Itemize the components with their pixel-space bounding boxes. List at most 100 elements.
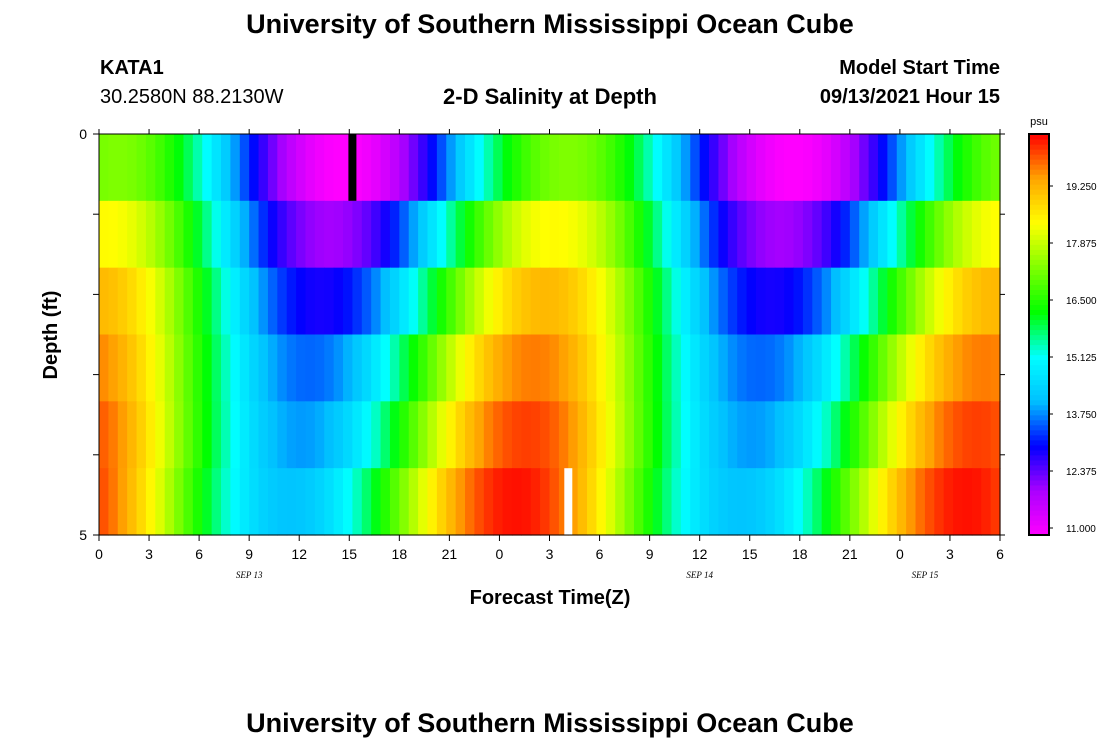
heatmap-cell: [436, 267, 447, 336]
heatmap-cell: [258, 267, 269, 336]
heatmap-cell: [155, 401, 166, 469]
heatmap-cell: [596, 468, 607, 536]
heatmap-cell: [652, 468, 663, 536]
heatmap-cell: [896, 401, 907, 469]
heatmap-cell: [596, 267, 607, 336]
heatmap-cell: [474, 334, 485, 402]
heatmap-cell: [296, 134, 307, 202]
heatmap-cell: [568, 468, 579, 536]
heatmap-cell: [718, 468, 729, 536]
heatmap-cell: [680, 134, 691, 202]
heatmap-cell: [765, 134, 776, 202]
heatmap-cell: [371, 401, 382, 469]
heatmap-cell: [521, 267, 532, 336]
heatmap-cell: [183, 200, 194, 269]
heatmap-cell: [343, 134, 354, 202]
heatmap-cell: [746, 468, 757, 536]
heatmap-cell: [587, 334, 598, 402]
colorbar-swatch: [1029, 464, 1049, 471]
heatmap-cell: [690, 134, 701, 202]
heatmap-cell: [380, 134, 391, 202]
heatmap-cell: [446, 134, 457, 202]
heatmap-cell: [117, 200, 128, 269]
heatmap-cell: [502, 468, 513, 536]
heatmap-cell: [239, 267, 250, 336]
heatmap-cell: [286, 401, 297, 469]
colorbar-swatch: [1029, 289, 1049, 295]
heatmap-cell: [549, 134, 560, 202]
heatmap-cell: [408, 468, 419, 536]
heatmap-cell: [277, 468, 288, 536]
x-tick-label: 18: [392, 546, 408, 562]
heatmap-cell: [549, 200, 560, 269]
heatmap-cell: [333, 468, 344, 536]
heatmap-cell: [821, 401, 832, 469]
x-tick-label: 18: [792, 546, 808, 562]
colorbar-swatch: [1029, 274, 1049, 280]
heatmap-cell: [709, 267, 720, 336]
heatmap-cell: [136, 200, 147, 269]
heatmap-cell: [568, 134, 579, 202]
heatmap-cell: [662, 401, 673, 469]
heatmap-cell: [896, 334, 907, 402]
heatmap-cell: [277, 334, 288, 402]
station-id: KATA1: [100, 57, 164, 79]
heatmap-cell: [399, 334, 410, 402]
colorbar-swatch: [1029, 144, 1049, 150]
heatmap-cell: [690, 200, 701, 269]
heatmap-cells: [99, 134, 1001, 536]
colorbar-swatch: [1029, 449, 1049, 456]
heatmap-cell: [436, 134, 447, 202]
heatmap-cell: [737, 200, 748, 269]
heatmap-cell: [211, 134, 222, 202]
heatmap-cell: [192, 468, 203, 536]
heatmap-cell: [718, 267, 729, 336]
heatmap-cell: [643, 200, 654, 269]
heatmap-cell: [324, 267, 335, 336]
colorbar-swatch: [1029, 454, 1049, 461]
heatmap-cell: [249, 267, 260, 336]
heatmap-cell: [868, 334, 879, 402]
heatmap-cell: [145, 334, 156, 402]
heatmap-cell: [389, 200, 400, 269]
heatmap-cell: [192, 200, 203, 269]
heatmap-cell: [530, 334, 541, 402]
heatmap-cell: [324, 401, 335, 469]
heatmap-cell: [361, 468, 372, 536]
heatmap-cell: [502, 267, 513, 336]
heatmap-cell: [624, 267, 635, 336]
colorbar-swatch: [1029, 479, 1049, 486]
heatmap-cell: [971, 267, 982, 336]
heatmap-cell: [296, 468, 307, 536]
heatmap-cell: [568, 267, 579, 336]
heatmap-cell: [643, 267, 654, 336]
heatmap-cell: [784, 334, 795, 402]
heatmap-cell: [174, 200, 185, 269]
heatmap-cell: [877, 468, 888, 536]
colorbar-swatch: [1029, 399, 1049, 406]
heatmap-cell: [521, 401, 532, 469]
colorbar-swatch: [1029, 259, 1049, 265]
heatmap-cell: [943, 334, 954, 402]
heatmap-cell: [155, 134, 166, 202]
heatmap-cell: [371, 468, 382, 536]
heatmap-cell: [971, 468, 982, 536]
heatmap-markers: [348, 134, 573, 535]
heatmap-cell: [521, 468, 532, 536]
heatmap-cell: [840, 267, 851, 336]
heatmap-cell: [624, 334, 635, 402]
heatmap-cell: [774, 334, 785, 402]
heatmap-cell: [305, 334, 316, 402]
x-date-label: SEP 15: [912, 570, 939, 580]
heatmap-cell: [877, 267, 888, 336]
heatmap-cell: [380, 401, 391, 469]
heatmap-cell: [784, 200, 795, 269]
time-marker: [564, 468, 573, 535]
heatmap-cell: [680, 334, 691, 402]
heatmap-cell: [474, 468, 485, 536]
heatmap-cell: [746, 267, 757, 336]
colorbar-swatch: [1029, 389, 1049, 396]
heatmap-cell: [924, 334, 935, 402]
x-tick-label: 0: [896, 546, 904, 562]
heatmap-cell: [549, 468, 560, 536]
